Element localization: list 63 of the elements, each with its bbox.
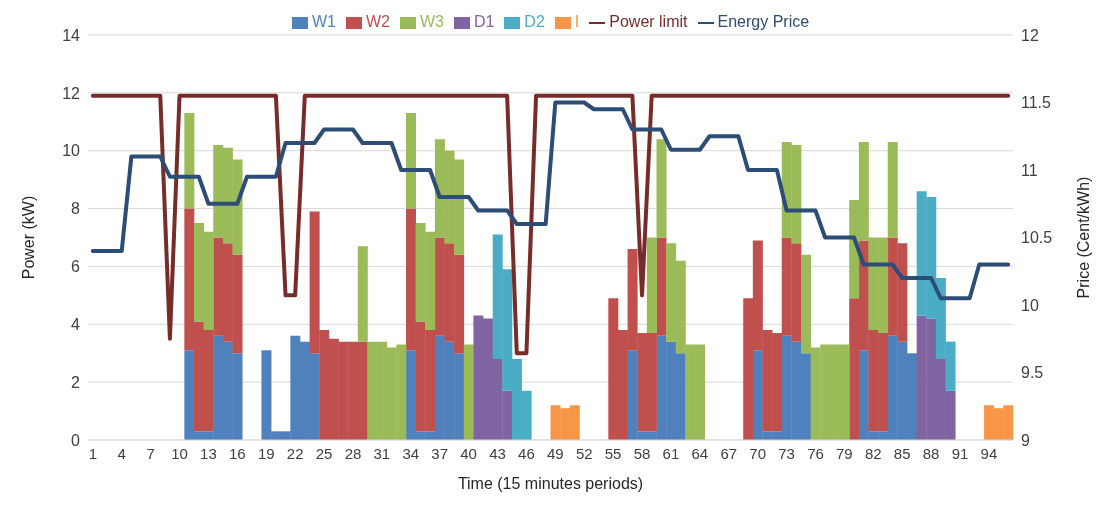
x-tick-label: 13 (200, 444, 217, 462)
x-tick-label: 37 (431, 444, 449, 462)
bar (887, 142, 898, 238)
x-tick-label: 58 (633, 444, 651, 462)
y-axis-title: Power (kW) (19, 195, 37, 280)
y-tick-label: 2 (71, 373, 81, 391)
y-tick-label: 4 (71, 315, 81, 333)
y-tick-label: 12 (62, 84, 81, 102)
x-axis-title: Time (15 minutes periods) (457, 475, 644, 493)
y-tick-label: 6 (71, 258, 81, 276)
bar (405, 113, 416, 209)
x-tick-label: 85 (893, 444, 911, 462)
y2-axis-title: Price (Cent/kWh) (1074, 176, 1092, 299)
x-tick-label: 43 (489, 444, 506, 462)
x-tick-label: 22 (286, 444, 304, 462)
x-tick-label: 70 (749, 444, 767, 462)
x-tick-label: 10 (171, 444, 188, 462)
x-tick-label: 49 (546, 444, 564, 462)
y2-tick-label: 11.5 (1021, 94, 1052, 112)
x-tick-label: 91 (951, 444, 969, 462)
x-tick-label: 52 (575, 444, 593, 462)
x-tick-label: 79 (836, 444, 853, 462)
x-tick-label: 25 (315, 444, 333, 462)
x-tick-label: 61 (662, 444, 680, 462)
legend-label: Energy Price (717, 13, 810, 30)
x-tick-label: 64 (691, 444, 709, 462)
x-tick-label: 73 (778, 444, 795, 462)
y-tick-label: 10 (62, 142, 81, 160)
x-tick-label: 31 (373, 444, 391, 462)
y2-tick-label: 11 (1021, 161, 1038, 179)
y2-tick-label: 10.5 (1021, 229, 1053, 247)
x-tick-label: 94 (980, 444, 998, 462)
x-tick-label: 88 (922, 444, 940, 462)
line-series (90, 93, 1011, 356)
line-series (90, 100, 1011, 301)
y2-tick-label: 12 (1021, 26, 1039, 44)
x-tick-label: 55 (604, 444, 622, 462)
x-tick-label: 28 (344, 444, 362, 462)
x-tick-label: 19 (257, 444, 275, 462)
y2-tick-label: 9 (1021, 431, 1030, 449)
x-tick-label: 7 (146, 444, 155, 462)
x-tick-label: 46 (518, 444, 535, 462)
legend-label: D1 (473, 13, 495, 30)
x-tick-label: 34 (402, 444, 420, 462)
x-tick-label: 1 (88, 444, 97, 462)
x-tick-label: 67 (720, 444, 738, 462)
legend-label: I (574, 13, 580, 30)
legend-label: W3 (419, 13, 444, 30)
x-tick-label: 82 (864, 444, 882, 462)
x-tick-label: 40 (460, 444, 477, 462)
y-tick-label: 8 (71, 200, 81, 218)
y2-tick-label: 10 (1021, 296, 1039, 314)
legend-label: D2 (524, 13, 545, 30)
y-tick-label: 14 (62, 26, 81, 44)
y-tick-label: 0 (71, 431, 81, 449)
legend-label: W1 (311, 13, 336, 30)
legend-label: Power limit (609, 13, 688, 30)
x-tick-label: 76 (807, 444, 824, 462)
bar (184, 113, 195, 209)
x-tick-label: 4 (117, 444, 126, 462)
legend-label: W2 (365, 13, 390, 30)
x-tick-label: 16 (229, 444, 246, 462)
y2-tick-label: 9.5 (1021, 364, 1044, 382)
